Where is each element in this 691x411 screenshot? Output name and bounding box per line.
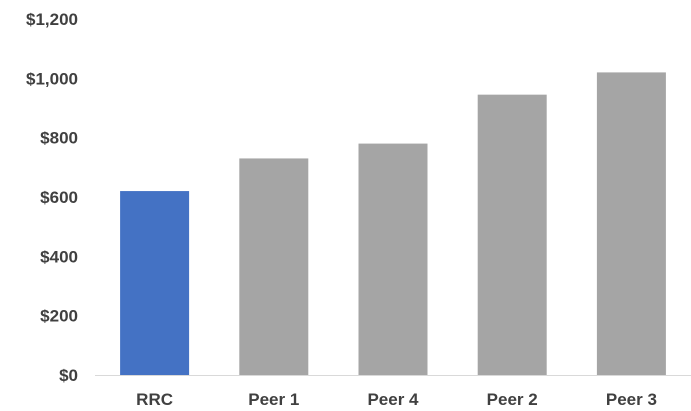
- y-tick-label: $600: [40, 188, 78, 207]
- x-axis-ticks: RRC Peer 1 Peer 4 Peer 2 Peer 3: [136, 390, 657, 409]
- bars: [120, 72, 666, 376]
- x-tick-label: Peer 3: [606, 390, 657, 409]
- bar-peer-2: [477, 94, 547, 376]
- y-tick-label: $1,200: [26, 10, 78, 29]
- y-axis-ticks: $0 $200 $400 $600 $800 $1,000 $1,200: [26, 10, 78, 385]
- bar-peer-1: [239, 158, 309, 375]
- y-tick-label: $200: [40, 307, 78, 326]
- bar-rrc: [120, 191, 190, 375]
- bar-peer-3: [596, 72, 666, 376]
- bar-peer-4: [358, 143, 428, 375]
- y-tick-label: $800: [40, 129, 78, 148]
- y-tick-label: $400: [40, 247, 78, 266]
- x-tick-label: Peer 2: [487, 390, 538, 409]
- y-tick-label: $1,000: [26, 69, 78, 88]
- y-tick-label: $0: [59, 366, 78, 385]
- x-tick-label: Peer 4: [367, 390, 419, 409]
- x-tick-label: RRC: [136, 390, 173, 409]
- x-tick-label: Peer 1: [248, 390, 299, 409]
